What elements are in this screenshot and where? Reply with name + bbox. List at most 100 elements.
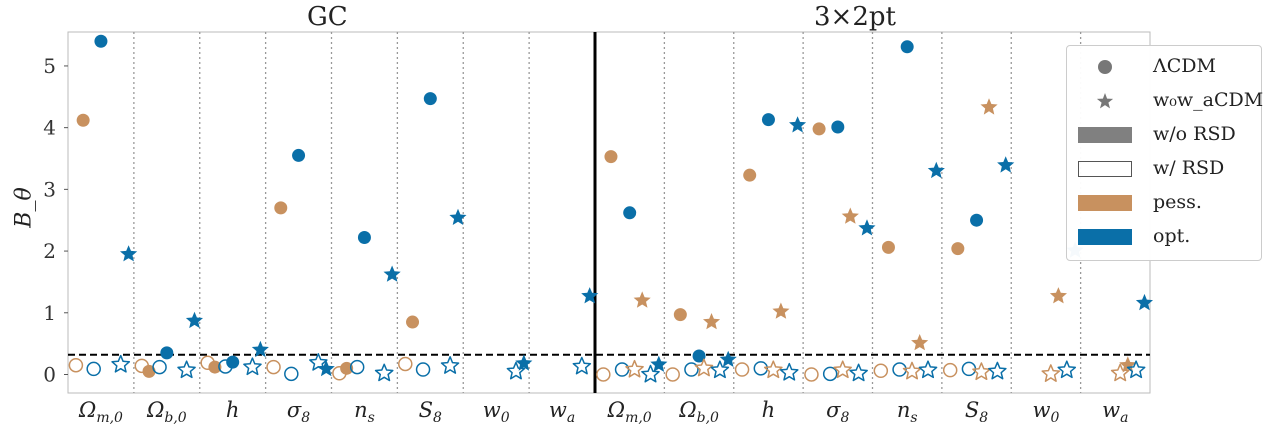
circle-point-opt-filled [831, 120, 845, 134]
star-point-opt-filled [650, 355, 668, 372]
legend-item-pess: pess. [1067, 188, 1261, 218]
circle-point-opt-open [86, 361, 101, 377]
x-tick-label: σ8 [287, 398, 310, 425]
plot-frame [67, 31, 1151, 394]
circle-point-opt-filled [357, 230, 371, 244]
circle-point-opt-filled [423, 92, 437, 106]
star-point-opt-filled [719, 350, 737, 367]
circle-marker-icon [1098, 60, 1112, 74]
circle-point-opt-filled [226, 355, 240, 369]
circle-point-pess-open [873, 363, 889, 379]
star-point-pess-open [902, 361, 922, 380]
legend-label: opt. [1153, 225, 1191, 247]
star-point-pess-open [833, 360, 852, 379]
star-point-pess-open [625, 359, 644, 378]
circle-point-pess-filled [340, 361, 354, 375]
star-point-pess-filled [703, 313, 721, 330]
x-tick-label: h [226, 398, 240, 422]
legend-label: w/ RSD [1153, 157, 1225, 179]
star-point-opt-open [710, 360, 730, 379]
legend-item-with-rsd: w/ RSD [1067, 154, 1261, 184]
star-point-pess-filled [1119, 356, 1137, 373]
x-tick-label: σ8 [826, 398, 849, 425]
star-point-pess-filled [841, 207, 859, 224]
x-tick-label: wa [549, 398, 575, 425]
legend: ΛCDM w₀w_aCDM w/o RSD w/ RSD pess. opt. [1066, 45, 1264, 261]
star-point-opt-filled [449, 208, 467, 225]
star-point-opt-filled [581, 287, 599, 304]
circle-point-pess-filled [673, 308, 687, 322]
star-point-opt-filled [927, 161, 945, 179]
circle-point-pess-filled [274, 201, 288, 215]
circle-point-opt-filled [761, 113, 775, 127]
star-point-opt-open [988, 361, 1007, 380]
legend-label: pess. [1153, 191, 1202, 213]
star-point-opt-filled [120, 245, 138, 262]
circle-point-pess-filled [951, 242, 965, 256]
star-point-opt-open [849, 363, 868, 382]
circle-point-pess-filled [142, 364, 156, 378]
circle-point-opt-filled [970, 213, 984, 227]
star-point-opt-filled [997, 156, 1015, 173]
legend-label: w/o RSD [1153, 123, 1236, 145]
legend-item-opt: opt. [1067, 222, 1261, 252]
star-point-opt-open [111, 354, 131, 373]
star-point-pess-open [763, 360, 783, 379]
star-point-opt-filled [383, 265, 401, 282]
star-point-opt-open [1057, 360, 1077, 379]
circle-point-pess-filled [812, 122, 826, 136]
panel-title-3x2pt: 3×2pt [814, 2, 896, 32]
star-point-opt-open [374, 363, 394, 382]
x-tick-label: S8 [965, 398, 988, 425]
star-point-opt-filled [789, 116, 807, 133]
circle-point-opt-filled [900, 40, 914, 54]
legend-label: w₀w_aCDM [1153, 89, 1264, 111]
star-point-opt-open [779, 362, 799, 381]
circle-point-opt-filled [292, 148, 306, 162]
star-point-opt-open [177, 360, 196, 379]
circle-point-opt-filled [692, 349, 706, 363]
circle-point-pess-open [68, 357, 84, 373]
open-patch-icon [1078, 161, 1132, 177]
star-point-pess-filled [1049, 287, 1067, 304]
x-tick-label: Ωb,0 [678, 398, 719, 425]
circle-point-opt-open [684, 362, 699, 377]
star-marker-icon [1096, 93, 1114, 109]
x-tick-label: Ωm,0 [78, 398, 123, 425]
x-tick-label: wa [1102, 398, 1128, 425]
y-tick-label: 3 [43, 177, 56, 201]
star-point-opt-filled [1135, 293, 1153, 311]
star-point-pess-open [1110, 363, 1130, 382]
panel-title-gc: GC [307, 2, 348, 32]
circle-point-opt-open [753, 361, 769, 376]
circle-point-opt-open [284, 366, 299, 382]
circle-point-pess-filled [881, 240, 895, 254]
circle-point-pess-open [665, 367, 680, 382]
circle-point-opt-open [415, 362, 431, 377]
y-tick-label: 0 [43, 362, 56, 386]
y-tick-label: 2 [43, 239, 56, 263]
circle-point-pess-open [942, 362, 958, 378]
y-tick-label: 1 [43, 301, 56, 325]
x-tick-label: S8 [419, 398, 442, 425]
star-point-opt-filled [185, 311, 203, 329]
star-point-pess-filled [633, 291, 651, 308]
circle-point-opt-open [614, 362, 630, 377]
circle-point-opt-filled [94, 34, 108, 48]
x-tick-label: w0 [483, 398, 510, 425]
star-point-opt-open [506, 361, 526, 380]
circle-point-pess-open [398, 356, 413, 372]
star-point-pess-filled [772, 302, 790, 319]
circle-point-pess-filled [208, 360, 222, 374]
pess-color-patch-icon [1078, 195, 1132, 211]
star-point-opt-filled [317, 359, 335, 377]
circle-point-opt-open [822, 366, 838, 382]
star-point-opt-open [243, 357, 262, 376]
circle-point-opt-filled [623, 206, 637, 220]
legend-item-w0wacdm: w₀w_aCDM [1067, 86, 1264, 116]
circle-point-opt-open [349, 359, 365, 375]
circle-point-opt-open [152, 359, 167, 375]
circle-point-pess-open [266, 359, 281, 375]
y-tick-label: 4 [43, 116, 56, 140]
